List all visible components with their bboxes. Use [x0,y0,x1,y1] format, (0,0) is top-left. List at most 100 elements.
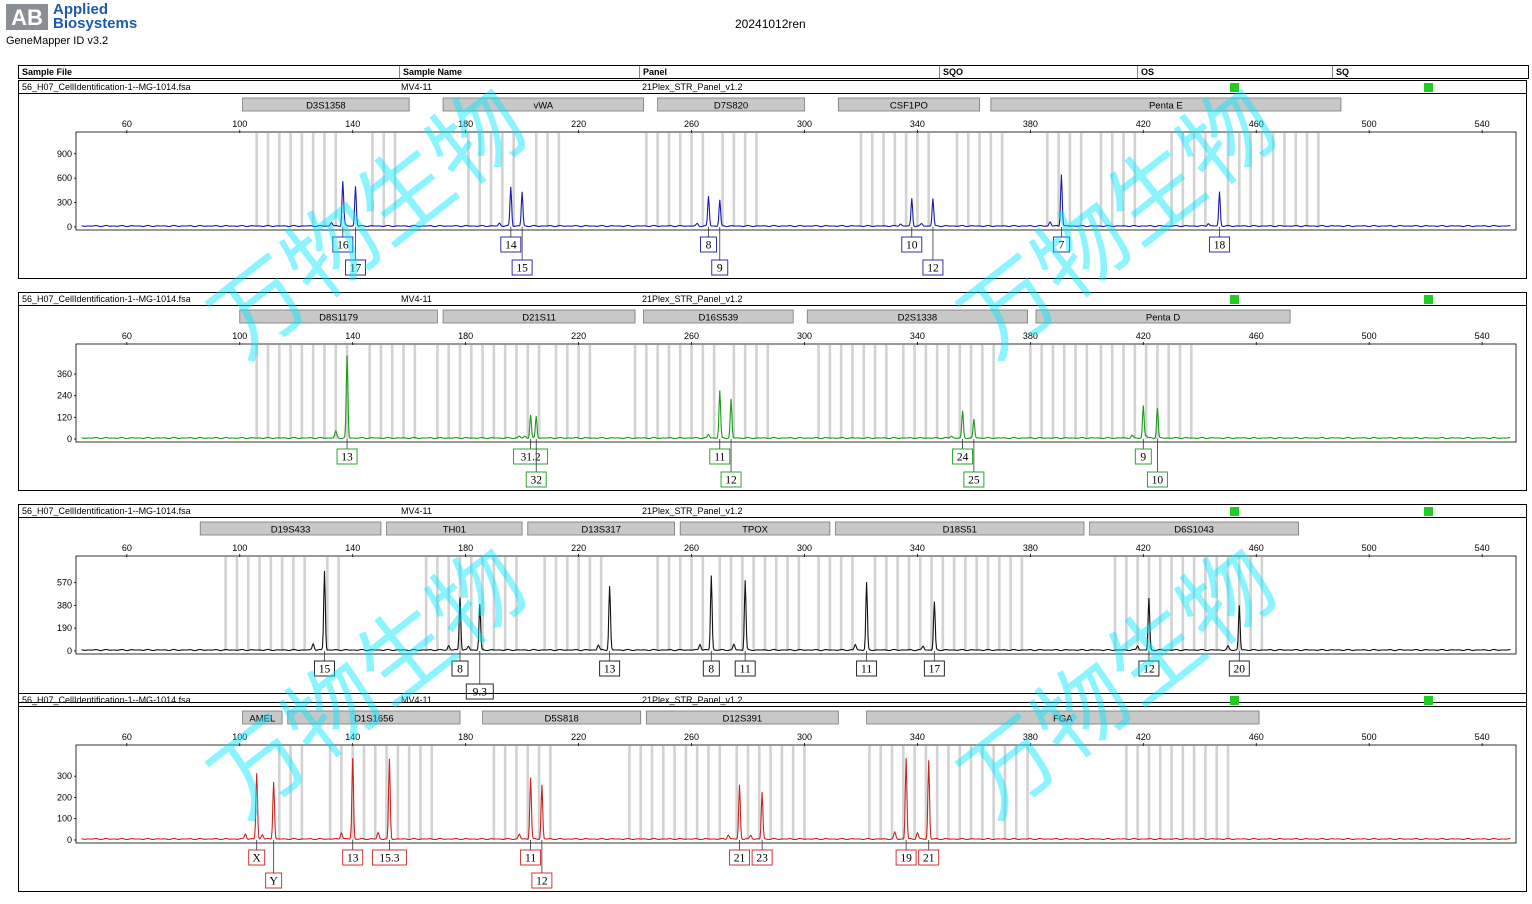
peak[interactable]: 14 [500,188,522,253]
allele-label-box[interactable] [451,660,469,677]
marker-amel[interactable]: AMEL [242,710,283,725]
peak[interactable]: 17 [923,601,945,677]
column-sq[interactable]: SQ [1332,66,1528,78]
allele-label-box[interactable] [1228,660,1250,677]
allele-label[interactable]: 23 [756,853,768,865]
marker-vwa[interactable]: vWA [442,97,644,112]
allele-label-box[interactable] [531,872,553,889]
peak[interactable]: 8 [702,574,720,677]
peak[interactable]: 8 [700,197,717,253]
peak[interactable]: 11 [856,582,878,677]
column-sample-file[interactable]: Sample File [22,67,73,77]
panel-value[interactable]: 21Plex_STR_Panel_v1.2 [642,695,743,705]
marker-bar[interactable] [1035,309,1291,324]
panel-value[interactable]: 21Plex_STR_Panel_v1.2 [642,294,743,304]
marker-tpox[interactable]: TPOX [679,521,831,536]
marker-d8s1179[interactable]: D8S1179 [239,309,438,324]
marker-bar[interactable] [442,97,644,112]
marker-penta-e[interactable]: Penta E [990,97,1342,112]
allele-label[interactable]: 16 [337,240,349,252]
peak[interactable]: 12 [531,784,553,889]
peak[interactable]: 13 [336,355,358,465]
marker-d19s433[interactable]: D19S433 [199,521,382,536]
peak[interactable]: 23 [751,791,773,866]
column-panel[interactable]: Panel [639,66,939,78]
allele-label-box[interactable] [856,660,878,677]
allele-label-box[interactable] [918,849,940,866]
sample-file-value[interactable]: 56_H07_CellIdentification-1--MG-1014.fsa [22,82,191,92]
sample-file-value[interactable]: 56_H07_CellIdentification-1--MG-1014.fsa [22,695,191,705]
allele-label-box[interactable] [895,849,917,866]
allele-label-box[interactable] [1052,236,1070,253]
allele-label[interactable]: 14 [505,240,517,252]
allele-label[interactable]: 11 [740,664,751,676]
peak[interactable]: X [248,772,266,866]
allele-label[interactable]: 11 [525,853,536,865]
marker-d16s539[interactable]: D16S539 [643,309,794,324]
marker-d21s11[interactable]: D21S11 [442,309,636,324]
marker-d5s818[interactable]: D5S818 [482,710,642,725]
marker-d3s1358[interactable]: D3S1358 [242,97,410,112]
marker-bar[interactable] [442,309,636,324]
allele-label[interactable]: 12 [927,263,939,275]
marker-d18s51[interactable]: D18S51 [835,521,1085,536]
column-sqo[interactable]: SQO [939,66,1137,78]
marker-d13s317[interactable]: D13S317 [527,521,675,536]
marker-bar[interactable] [287,710,461,725]
allele-label-box[interactable] [465,683,494,700]
allele-label[interactable]: 12 [536,876,548,888]
allele-label-box[interactable] [1209,236,1230,253]
allele-label[interactable]: 9.3 [473,687,488,699]
allele-label[interactable]: 21 [923,853,935,865]
peak[interactable]: 12 [720,398,742,488]
allele-label-box[interactable] [599,660,621,677]
allele-label[interactable]: 9 [717,263,723,275]
allele-label[interactable]: 9 [1140,452,1146,464]
marker-bar[interactable] [837,97,980,112]
marker-bar[interactable] [242,710,283,725]
allele-label[interactable]: 10 [906,240,918,252]
allele-label[interactable]: 7 [1059,240,1065,252]
allele-label-box[interactable] [751,849,773,866]
allele-label[interactable]: X [253,853,262,865]
allele-label-box[interactable] [1134,448,1152,465]
allele-label[interactable]: 11 [714,452,725,464]
allele-label[interactable]: 31.2 [521,452,541,464]
peak[interactable]: 12 [1138,597,1160,677]
peak[interactable]: 12 [922,197,944,276]
allele-label[interactable]: 19 [900,853,912,865]
allele-label[interactable]: 11 [861,664,872,676]
allele-label-box[interactable] [520,849,542,866]
peak[interactable]: 21 [918,759,940,866]
peak[interactable]: 18 [1209,191,1230,253]
marker-d12s391[interactable]: D12S391 [645,710,839,725]
allele-label-box[interactable] [952,448,974,465]
allele-label-box[interactable] [342,849,364,866]
peak[interactable]: 21 [729,784,750,866]
peak[interactable]: 15 [511,191,533,276]
allele-label-box[interactable] [511,259,533,276]
marker-d6s1043[interactable]: D6S1043 [1089,521,1299,536]
allele-label[interactable]: Y [269,876,278,888]
allele-label-box[interactable] [513,448,549,465]
panel-value[interactable]: 21Plex_STR_Panel_v1.2 [642,82,743,92]
allele-label[interactable]: 20 [1234,664,1246,676]
allele-label[interactable]: 8 [708,664,714,676]
marker-penta-d[interactable]: Penta D [1035,309,1291,324]
allele-label[interactable]: 15.3 [379,853,399,865]
allele-label-box[interactable] [345,259,366,276]
allele-label[interactable]: 13 [347,853,359,865]
peak[interactable]: 15.3 [371,758,407,866]
marker-d7s820[interactable]: D7S820 [657,97,805,112]
marker-bar[interactable] [643,309,794,324]
sample-file-value[interactable]: 56_H07_CellIdentification-1--MG-1014.fsa [22,506,191,516]
allele-label-box[interactable] [332,236,354,253]
allele-label[interactable]: 12 [1143,664,1155,676]
marker-fga[interactable]: FGA [866,710,1260,725]
peak[interactable]: 32 [525,415,547,488]
marker-csf1po[interactable]: CSF1PO [837,97,980,112]
marker-bar[interactable] [482,710,642,725]
allele-label-box[interactable] [711,259,729,276]
allele-label-box[interactable] [336,448,358,465]
allele-label-box[interactable] [371,849,407,866]
